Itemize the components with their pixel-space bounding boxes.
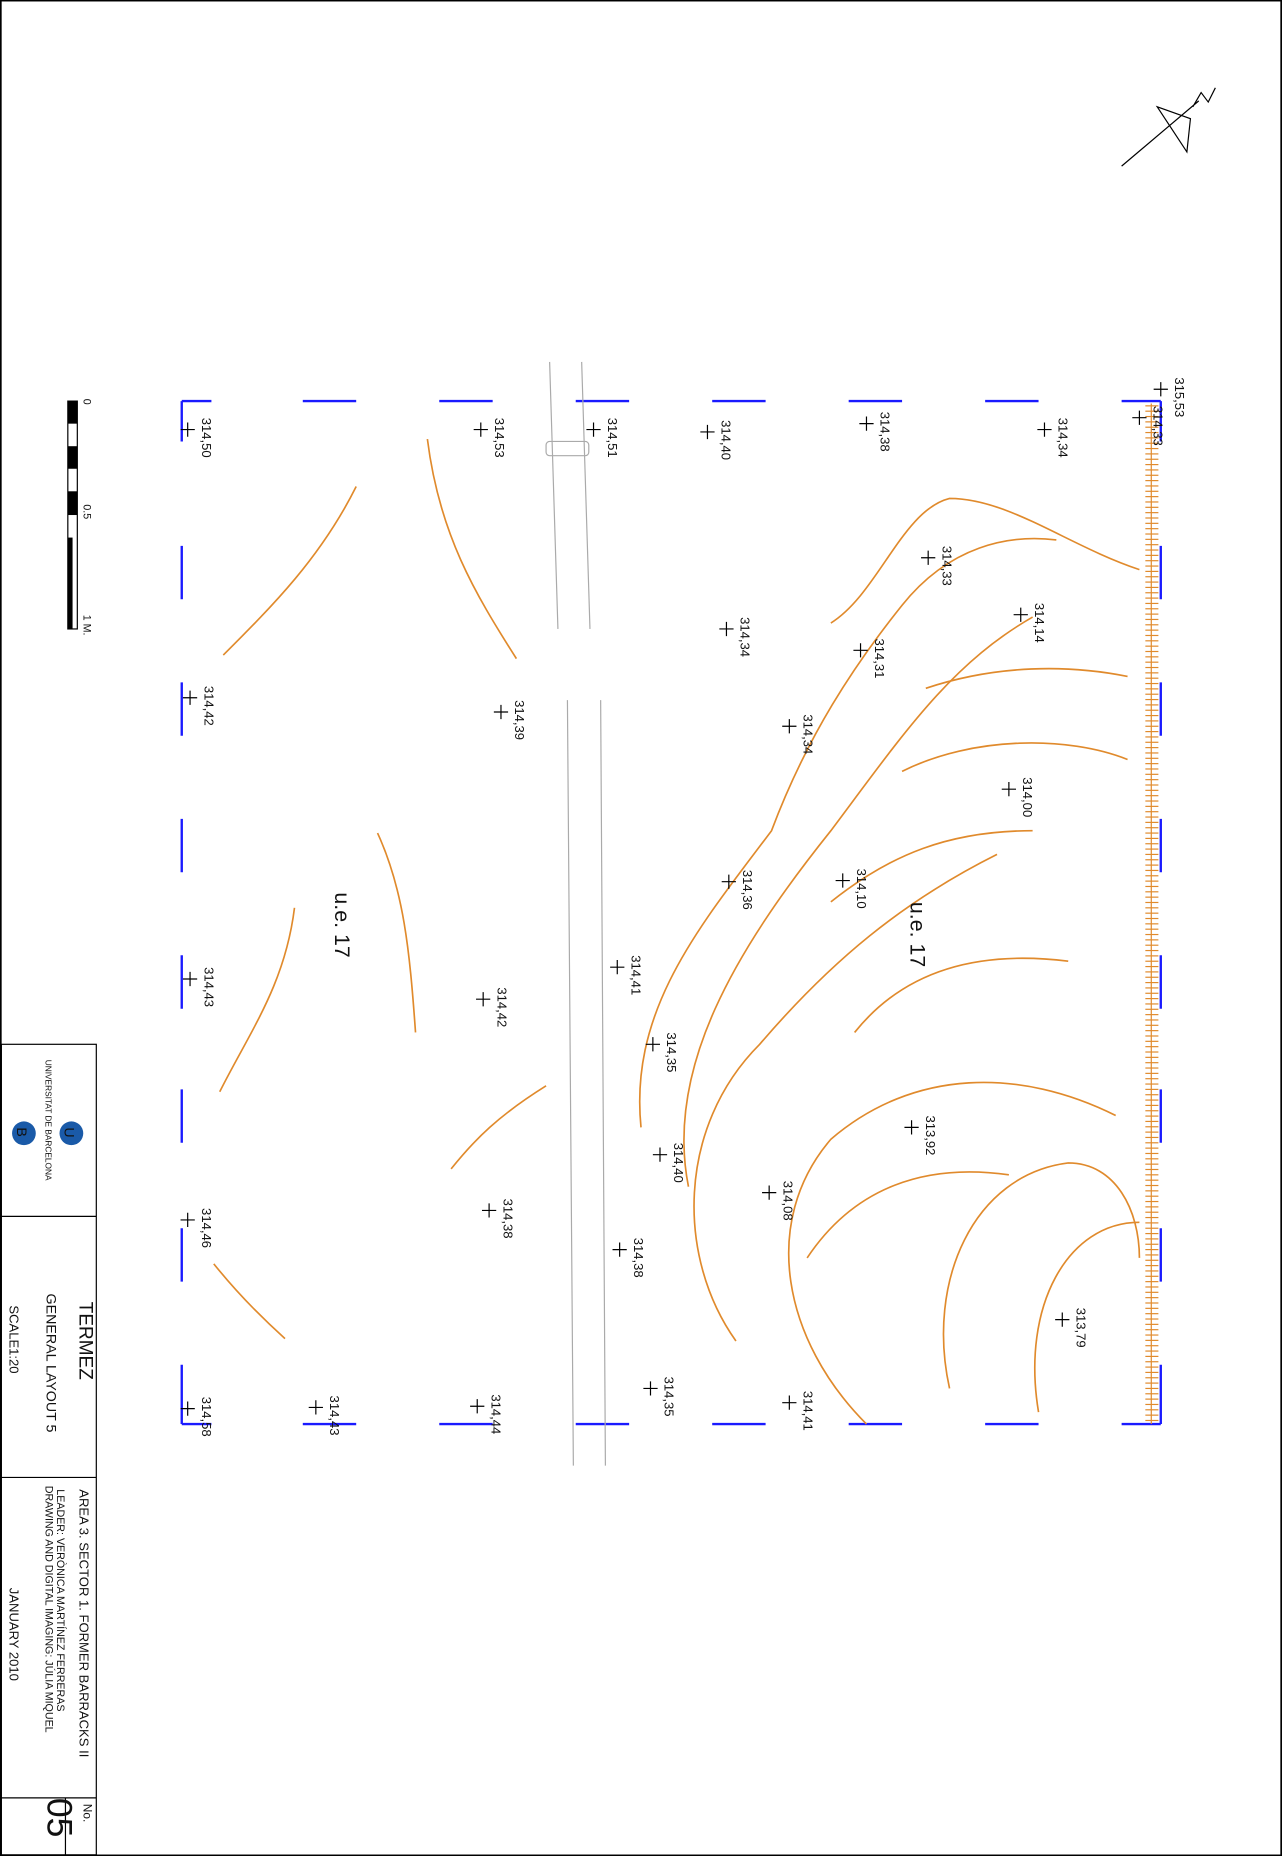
- elevation-cross: [652, 1147, 668, 1162]
- elevation-label: 313,79: [1074, 1308, 1089, 1348]
- elevation-label: 314,38: [878, 412, 893, 452]
- elevation-cross: [1001, 782, 1016, 797]
- sheet: GENERAL LAYOUT 5: [42, 1294, 58, 1433]
- elevation-cross: [782, 1395, 797, 1410]
- elevation-cross: [835, 873, 850, 888]
- no-label: No.: [80, 1804, 94, 1822]
- elevation-cross: [586, 422, 601, 437]
- elevation-label: 314,46: [199, 1208, 214, 1248]
- elevation-label: 314,33: [1151, 406, 1166, 446]
- elevation-label: 313,92: [923, 1115, 938, 1155]
- elevation-label: 314,34: [1056, 418, 1071, 458]
- elevation-label: 314,00: [1020, 777, 1035, 817]
- elevation-label: 314,40: [719, 420, 734, 460]
- elevation-label: 314,35: [662, 1377, 677, 1417]
- elevation-cross: [782, 719, 797, 734]
- elevation-label: 314,53: [492, 418, 507, 458]
- elevation-cross: [612, 1242, 627, 1257]
- elevation-label: 314,34: [738, 617, 753, 657]
- elevation-label: 314,43: [327, 1396, 342, 1436]
- contours: [213, 438, 1141, 1425]
- elevation-label: 314,33: [939, 546, 954, 586]
- elevation-cross: [180, 422, 195, 437]
- elevation-cross: [182, 690, 198, 705]
- elevation-cross: [1037, 422, 1052, 437]
- scale-label: 0: [80, 399, 92, 405]
- elevation-cross: [493, 704, 509, 720]
- elevation-cross: [180, 1401, 195, 1416]
- unit-label: u.e. 17: [905, 902, 929, 967]
- elevation-label: 314,08: [780, 1181, 795, 1221]
- elevation-cross: [180, 1212, 195, 1228]
- elevation-cross: [645, 1037, 660, 1052]
- elevation-label: 314,38: [631, 1238, 646, 1278]
- elevation-cross: [182, 971, 198, 987]
- elevation-cross: [1153, 382, 1168, 397]
- date: JANUARY 2010: [7, 1588, 22, 1681]
- elevation-label: 314,40: [671, 1143, 686, 1183]
- elevation-label: 314,41: [801, 1391, 816, 1431]
- elevation-label: 314,41: [629, 955, 644, 995]
- site: TERMEZ: [75, 1302, 96, 1380]
- elevation-label: 314,14: [1032, 603, 1047, 643]
- scale-label: 1 M.: [80, 615, 92, 636]
- elevation-cross: [700, 424, 715, 440]
- elevation-label: 314,42: [201, 686, 216, 726]
- elevation-cross: [610, 960, 625, 975]
- scale-label: 0.5: [80, 504, 92, 519]
- area: AREA 3. SECTOR 1. FORMER BARRACKS II: [77, 1489, 92, 1757]
- elevation-cross: [904, 1120, 919, 1135]
- logo-letter: B: [13, 1127, 29, 1137]
- pipe: [545, 361, 606, 1466]
- elevation-cross: [719, 621, 734, 637]
- scale-bar: [67, 400, 78, 630]
- elevation-label: 314,58: [199, 1397, 214, 1437]
- elevation-label: 314,35: [664, 1032, 679, 1072]
- elevation-cross: [1013, 607, 1028, 622]
- elevation-label: 314,51: [605, 418, 620, 458]
- elevation-label: 315,53: [1172, 377, 1187, 417]
- leader: LEADER: VERÒNICA MARTÍNEZ FERRERAS: [54, 1489, 67, 1711]
- logo-letter: U: [60, 1127, 76, 1137]
- elevation-cross: [473, 422, 488, 437]
- elevation-label: 314,42: [494, 987, 509, 1027]
- elevation-label: 314,43: [201, 967, 216, 1007]
- elevation-label: 314,31: [872, 638, 887, 678]
- unit-label: u.e. 17: [330, 892, 354, 957]
- elevation-label: 314,38: [500, 1199, 515, 1239]
- university: UNIVERSITAT DE BARCELONA: [43, 1060, 53, 1181]
- scale: SCALE1:20: [7, 1305, 22, 1373]
- elevation-label: 314,44: [488, 1394, 503, 1434]
- elevation-cross: [1132, 410, 1147, 425]
- elevation-cross: [470, 1399, 485, 1414]
- drawer: DRAWING AND DIGITAL IMAGING: JÚLIA MIQUE…: [42, 1486, 55, 1733]
- elevation-label: 314,50: [199, 418, 214, 458]
- section-hatch: [1145, 403, 1159, 1425]
- elevation-cross: [921, 550, 936, 565]
- title-block: [0, 1043, 97, 1856]
- elevation-label: 314,10: [854, 869, 869, 909]
- elevation-cross: [476, 992, 491, 1007]
- elevation-cross: [481, 1203, 497, 1218]
- elevation-label: 314,36: [740, 870, 755, 910]
- elevation-cross: [762, 1185, 777, 1200]
- north-arrow: [1121, 87, 1216, 167]
- elevation-cross: [1055, 1312, 1070, 1327]
- elevation-label: 314,39: [512, 700, 527, 740]
- sheet-number: 05: [40, 1798, 80, 1838]
- elevation-label: 314,34: [801, 714, 816, 754]
- elevation-cross: [308, 1400, 323, 1415]
- elevation-cross: [721, 874, 736, 889]
- elevation-cross: [853, 643, 868, 658]
- elevation-cross: [859, 416, 874, 431]
- elevation-cross: [643, 1381, 658, 1396]
- grid-frame: [180, 399, 1162, 1426]
